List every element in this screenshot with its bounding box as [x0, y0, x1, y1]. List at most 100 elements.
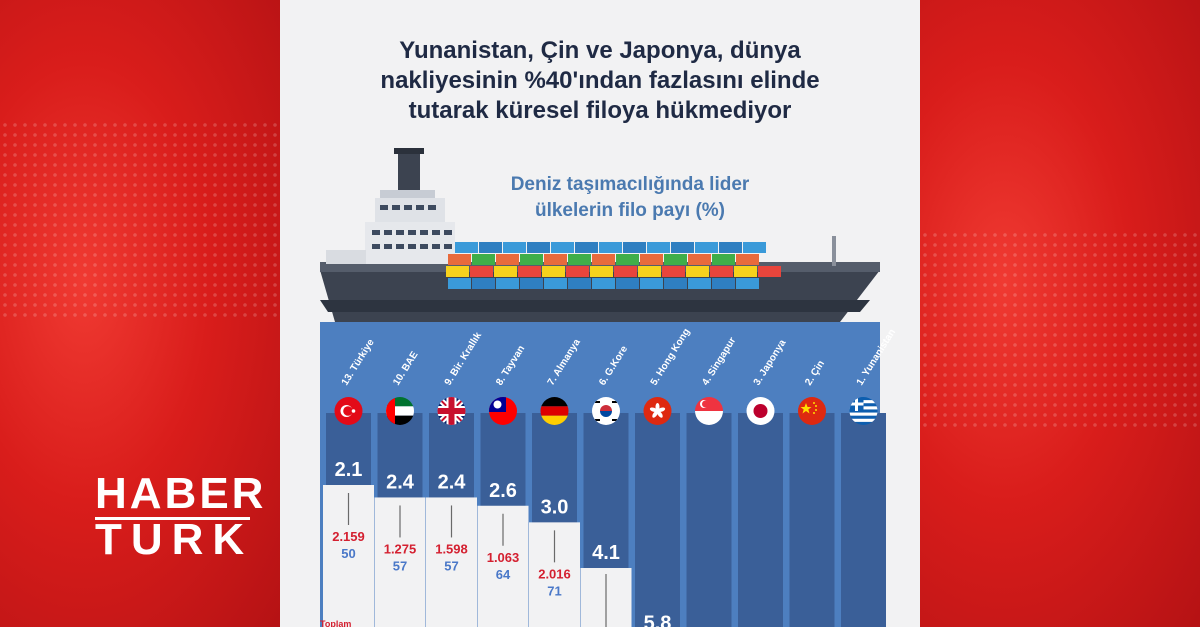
container-ship-illustration: [320, 148, 880, 322]
infographic-card: Yunanistan, Çin ve Japonya, dünya nakliy…: [280, 0, 920, 627]
ship-container: [614, 266, 637, 277]
ship-container: [575, 242, 598, 253]
ship-container: [743, 242, 766, 253]
halftone-pattern: [920, 230, 1200, 430]
ship-container: [736, 254, 759, 265]
ship-container: [719, 242, 742, 253]
japan-flag-icon: [746, 397, 775, 425]
ship-container: [671, 242, 694, 253]
ship-container: [616, 254, 639, 265]
singapore-flag-icon: [695, 397, 723, 425]
ship-container: [568, 254, 591, 265]
bar: [738, 413, 783, 627]
ship-container: [446, 266, 469, 277]
ship-container: [527, 242, 550, 253]
left-background-panel: HABER TURK: [0, 0, 280, 627]
ship-container: [640, 278, 663, 289]
total-label: Toplam: [320, 619, 351, 627]
ship-count-label: 1.598: [435, 541, 468, 556]
greece-flag-icon: [849, 397, 878, 425]
bar: [841, 413, 886, 627]
uk-flag-icon: [437, 397, 466, 425]
value-label: 2.4: [438, 471, 467, 493]
haberturk-logo: HABER TURK: [95, 472, 266, 562]
halftone-pattern: [0, 120, 280, 320]
ship-container: [640, 254, 663, 265]
ship-container: [479, 242, 502, 253]
value-label: 2.6: [489, 480, 517, 502]
ship-container: [736, 278, 759, 289]
logo-line-2: TURK: [95, 515, 254, 564]
ship-container: [551, 242, 574, 253]
ship-container: [496, 278, 519, 289]
ship-container: [472, 254, 495, 265]
ship-container: [448, 254, 471, 265]
bar: [686, 413, 732, 627]
value-label: 4.1: [592, 542, 620, 564]
ship-container: [710, 266, 733, 277]
chart-subtitle: Deniz taşımacılığında lider ülkelerin fi…: [460, 172, 800, 224]
subtitle-line-1: Deniz taşımacılığında lider: [510, 174, 750, 195]
ship-container: [616, 278, 639, 289]
ship-container: [647, 242, 670, 253]
ship-container: [712, 278, 735, 289]
ship-container: [470, 266, 493, 277]
ship-container: [520, 254, 543, 265]
turkey-flag-icon: [334, 397, 363, 425]
secondary-number-label: 71: [547, 583, 561, 598]
title-line-1: Yunanistan, Çin ve Japonya, dünya: [399, 37, 801, 64]
secondary-number-label: 50: [341, 546, 355, 561]
ship-container: [542, 266, 565, 277]
subtitle-line-2: ülkelerin filo payı (%): [534, 200, 726, 221]
title-line-3: tutarak küresel filoya hükmediyor: [408, 97, 792, 124]
ship-container: [590, 266, 613, 277]
infographic-title: Yunanistan, Çin ve Japonya, dünya nakliy…: [280, 36, 920, 126]
ship-container: [695, 242, 718, 253]
ship-container: [544, 254, 567, 265]
ship-container: [448, 278, 471, 289]
ship-container: [472, 278, 495, 289]
ship-container: [518, 266, 541, 277]
ship-container: [664, 254, 687, 265]
value-label: 2.4: [386, 471, 415, 493]
secondary-number-label: 57: [444, 558, 458, 573]
ship-count-label: 2.159: [332, 529, 365, 544]
ship-count-label: 1.063: [487, 550, 520, 565]
logo-line-1: HABER: [95, 469, 267, 518]
ship-count-label: 2.016: [538, 566, 571, 581]
ship-count-label: 1.275: [384, 541, 417, 556]
logo-divider: [95, 517, 250, 520]
uae-flag-icon: [386, 397, 414, 425]
ship-container: [566, 266, 589, 277]
ship-container: [599, 242, 622, 253]
ship-container: [592, 278, 615, 289]
germany-flag-icon: [540, 397, 569, 425]
ship-container: [734, 266, 757, 277]
secondary-number-label: 64: [496, 567, 511, 582]
ship-container: [494, 266, 517, 277]
taiwan-flag-icon: [489, 397, 517, 425]
ship-container: [688, 278, 711, 289]
ship-container: [520, 278, 543, 289]
ship-container: [455, 242, 478, 253]
ship-container: [568, 278, 591, 289]
secondary-number-label: 57: [393, 558, 407, 573]
ship-container: [688, 254, 711, 265]
ship-container: [592, 254, 615, 265]
ship-container: [758, 266, 781, 277]
hong-kong-flag-icon: [643, 397, 672, 425]
value-label: 5.8: [644, 613, 672, 627]
ship-container: [544, 278, 567, 289]
ship-container: [664, 278, 687, 289]
right-background-panel: [920, 0, 1200, 627]
ship-container: [638, 266, 661, 277]
ship-container: [496, 254, 519, 265]
value-label: 2.1: [335, 459, 363, 481]
ship-container: [712, 254, 735, 265]
bar: [789, 413, 835, 627]
ship-container: [662, 266, 685, 277]
ship-container: [686, 266, 709, 277]
value-label: 3.0: [541, 496, 569, 518]
south-korea-flag-icon: [592, 397, 620, 425]
